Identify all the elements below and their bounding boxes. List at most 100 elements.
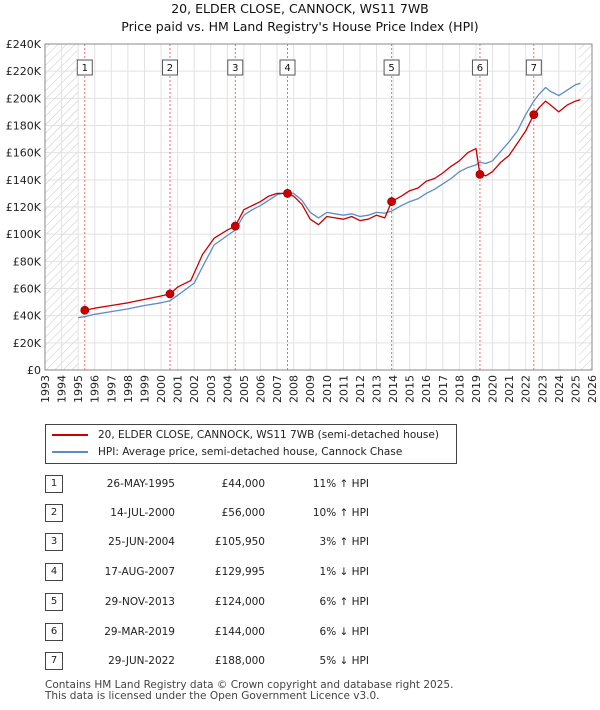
x-tick-label: 2007 [271, 375, 284, 403]
property-price-line [84, 99, 581, 311]
y-tick-label: £240K [6, 38, 42, 51]
sale-point [529, 110, 539, 120]
legend-label-hpi: HPI: Average price, semi-detached house,… [98, 446, 403, 458]
sale-date: 14-JUL-2000 [110, 507, 175, 519]
sale-number-box [227, 59, 244, 76]
sale-point [165, 289, 175, 299]
x-tick-label: 2009 [304, 375, 317, 403]
legend-label-property: 20, ELDER CLOSE, CANNOCK, WS11 7WB (semi… [98, 429, 439, 441]
x-tick-label: 1999 [138, 375, 151, 403]
sale-price: £188,000 [214, 655, 265, 667]
sale-date: 17-AUG-2007 [104, 566, 175, 578]
sale-number-box [161, 59, 178, 76]
sale-number-badge: 1 [45, 475, 63, 493]
sale-number-box [383, 59, 400, 76]
x-tick-label: 2015 [404, 375, 417, 403]
x-tick-label: 2020 [487, 375, 500, 403]
x-tick-label: 2012 [354, 375, 367, 403]
sale-hpi-diff: 11% ↑ HPI [312, 478, 369, 490]
x-tick-label: 2019 [470, 375, 483, 403]
sale-row: 1 26-MAY-1995 £44,000 11% ↑ HPI [45, 474, 465, 494]
sale-number-box [525, 59, 542, 76]
sale-number-badge: 3 [45, 533, 63, 551]
x-tick-label: 2000 [155, 375, 168, 403]
sale-price: £124,000 [214, 596, 265, 608]
sale-point [80, 305, 90, 315]
y-tick-label: £80K [13, 255, 42, 268]
x-tick-label: 2002 [188, 375, 201, 403]
sale-number-box [76, 59, 93, 76]
y-tick-label: £60K [13, 283, 42, 296]
sale-hpi-diff: 6% ↑ HPI [319, 596, 369, 608]
sale-hpi-diff: 10% ↑ HPI [312, 507, 369, 519]
sale-number-box [471, 59, 488, 76]
price-chart: 1 2 3 4 5 6 7 £0 £20K £40K £60K £80K £100K £120K £140… [6, 38, 599, 403]
sale-number-label: 3 [232, 63, 238, 74]
plot-border [44, 43, 593, 371]
legend-item-property: 20, ELDER CLOSE, CANNOCK, WS11 7WB (semi… [52, 427, 439, 443]
sale-row: 3 25-JUN-2004 £105,950 3% ↑ HPI [45, 532, 465, 552]
sale-row: 6 29-MAR-2019 £144,000 6% ↓ HPI [45, 622, 465, 642]
y-tick-label: £0 [27, 364, 41, 377]
x-tick-label: 2018 [453, 375, 466, 403]
x-tick-label: 2023 [536, 375, 549, 403]
x-tick-label: 1998 [122, 375, 135, 403]
sale-hpi-diff: 5% ↓ HPI [319, 655, 369, 667]
sale-row: 7 29-JUN-2022 £188,000 5% ↓ HPI [45, 651, 465, 671]
sale-row: 2 14-JUL-2000 £56,000 10% ↑ HPI [45, 503, 465, 523]
x-tick-label: 2022 [520, 375, 533, 403]
x-tick-label: 2017 [437, 375, 450, 403]
sale-number-badge: 4 [45, 563, 63, 581]
sale-point [475, 169, 485, 179]
sale-number-label: 5 [388, 63, 394, 74]
sale-price: £44,000 [221, 478, 265, 490]
x-tick-label: 2008 [288, 375, 301, 403]
x-tick-label: 2026 [586, 375, 599, 403]
y-tick-label: £120K [6, 201, 42, 214]
sale-row: 5 29-NOV-2013 £124,000 6% ↑ HPI [45, 592, 465, 612]
legend-swatch-property [52, 434, 88, 436]
y-tick-label: £140K [6, 174, 42, 187]
sale-number-label: 7 [531, 63, 537, 74]
sale-row: 4 17-AUG-2007 £129,995 1% ↓ HPI [45, 562, 465, 582]
footer-attribution: Contains HM Land Registry data © Crown c… [45, 680, 453, 702]
sale-price: £144,000 [214, 626, 265, 638]
chart-legend: 20, ELDER CLOSE, CANNOCK, WS11 7WB (semi… [45, 424, 457, 464]
x-tick-label: 2024 [553, 375, 566, 403]
sale-date: 26-MAY-1995 [106, 478, 175, 490]
sale-price: £105,950 [214, 536, 265, 548]
y-tick-label: £20K [13, 337, 42, 350]
hpi-line [78, 82, 581, 319]
sale-hpi-diff: 1% ↓ HPI [319, 566, 369, 578]
sale-point [230, 221, 240, 231]
x-tick-label: 2021 [503, 375, 516, 403]
x-tick-label: 2006 [254, 375, 267, 403]
sale-price: £56,000 [221, 507, 265, 519]
y-tick-label: £200K [6, 92, 42, 105]
sale-number-badge: 6 [45, 623, 63, 641]
sale-point [283, 189, 292, 198]
x-tick-label: 2014 [387, 375, 400, 403]
footer-line-1: Contains HM Land Registry data © Crown c… [45, 679, 454, 691]
sale-hpi-diff: 3% ↑ HPI [319, 536, 369, 548]
sale-date: 29-JUN-2022 [108, 655, 175, 667]
y-tick-label: £40K [13, 310, 42, 323]
sale-number-badge: 2 [45, 504, 63, 522]
x-tick-label: 2001 [172, 375, 185, 403]
sale-price: £129,995 [214, 566, 265, 578]
x-tick-label: 1996 [89, 375, 102, 403]
y-tick-label: £160K [6, 147, 42, 160]
x-tick-label: 1995 [72, 375, 85, 403]
sale-number-box [279, 59, 296, 76]
sale-date: 29-MAR-2019 [104, 626, 175, 638]
sale-number-label: 2 [167, 63, 173, 74]
y-tick-label: £180K [6, 120, 42, 133]
sale-number-label: 6 [477, 63, 483, 74]
x-tick-label: 2025 [569, 375, 582, 403]
x-tick-label: 2011 [337, 375, 350, 403]
x-tick-label: 1994 [56, 375, 69, 403]
legend-item-hpi: HPI: Average price, semi-detached house,… [52, 444, 402, 460]
legend-swatch-hpi [52, 451, 88, 453]
sale-number-label: 1 [82, 63, 88, 74]
x-tick-label: 1997 [105, 375, 118, 403]
